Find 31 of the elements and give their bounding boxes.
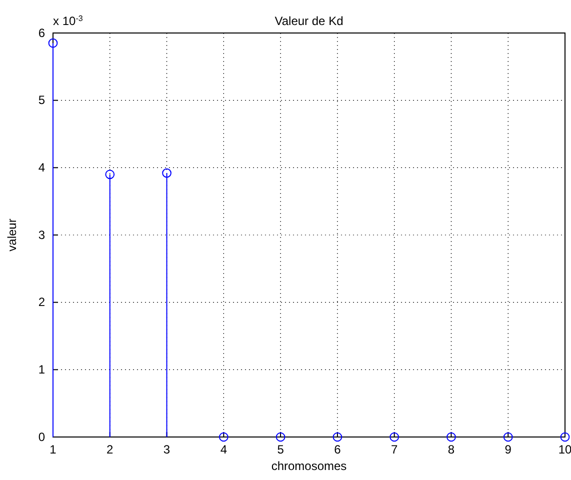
x-axis-title: chromosomes: [271, 459, 347, 473]
text: x 10$^{-3}$: [53, 14, 84, 28]
point: [162, 168, 172, 178]
point: [560, 432, 570, 442]
y-tick-label: 0: [38, 430, 46, 444]
point: [276, 432, 286, 442]
point: [390, 432, 400, 442]
chart-title: Valeur de Kd: [274, 14, 344, 28]
point: [105, 170, 115, 180]
y-tick-label: 1: [38, 362, 46, 377]
x-tick-label: 2: [106, 442, 114, 457]
y-tick-label: 5: [38, 93, 46, 108]
x-tick-label: 1: [50, 442, 57, 457]
y-tick-label: 2: [38, 295, 46, 310]
x-tick-label: 9: [504, 442, 512, 457]
x-tick-label: 10: [558, 442, 571, 457]
x-tick-label: 6: [334, 442, 342, 457]
point: [218, 432, 228, 442]
x-tick-label: 8: [448, 442, 455, 457]
point: [446, 432, 456, 442]
x-tick-label: 5: [277, 442, 284, 457]
x-tick-label: 7: [390, 442, 398, 457]
y-tick-label: 3: [38, 228, 46, 242]
y-axis-title: valeur: [5, 218, 19, 252]
y-tick-label: 4: [38, 160, 46, 175]
y-tick-label: 6: [38, 26, 46, 40]
x-tick-label: 3: [163, 442, 170, 457]
point: [503, 432, 513, 442]
point: [332, 432, 342, 442]
point: [48, 38, 58, 48]
x-tick-label: 4: [220, 442, 228, 457]
